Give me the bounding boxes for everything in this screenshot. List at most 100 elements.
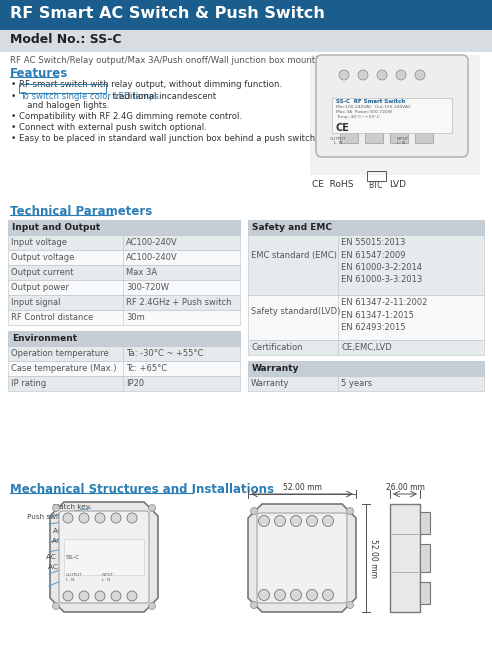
Text: L  N: L N xyxy=(66,578,74,582)
Text: IP20: IP20 xyxy=(126,379,144,388)
Text: Warranty: Warranty xyxy=(251,379,289,388)
Circle shape xyxy=(79,591,89,601)
Text: Certification: Certification xyxy=(251,343,303,352)
Bar xyxy=(248,361,484,376)
Text: 52.00 mm: 52.00 mm xyxy=(282,483,321,492)
Bar xyxy=(0,30,492,52)
Text: BTC: BTC xyxy=(368,181,382,190)
Bar xyxy=(64,539,144,575)
Text: Max 3A: Max 3A xyxy=(126,268,157,277)
Bar xyxy=(8,331,240,346)
Circle shape xyxy=(95,591,105,601)
FancyBboxPatch shape xyxy=(59,511,149,603)
Bar xyxy=(332,98,452,133)
Text: Operation temperature: Operation temperature xyxy=(11,349,109,358)
Text: Ta: -30°C ~ +55°C: Ta: -30°C ~ +55°C xyxy=(126,349,203,358)
Bar xyxy=(8,235,240,250)
Bar xyxy=(248,235,484,295)
Text: OUTPUT: OUTPUT xyxy=(330,137,347,141)
Circle shape xyxy=(290,589,302,601)
Text: Input and Output: Input and Output xyxy=(12,223,100,232)
Text: EN 55015:2013
EN 61547:2009
EN 61000-3-2:2014
EN 61000-3-3:2013: EN 55015:2013 EN 61547:2009 EN 61000-3-2… xyxy=(341,238,422,285)
Text: and halogen lights.: and halogen lights. xyxy=(19,101,109,110)
Text: , traditional incandescent: , traditional incandescent xyxy=(107,92,216,101)
Text: RF smart switch with relay output, without dimming function.: RF smart switch with relay output, witho… xyxy=(19,80,282,89)
FancyBboxPatch shape xyxy=(257,513,347,603)
Bar xyxy=(248,376,484,391)
Circle shape xyxy=(358,70,368,80)
Circle shape xyxy=(377,70,387,80)
Text: L  N: L N xyxy=(397,141,405,145)
Circle shape xyxy=(275,589,285,601)
Text: Warranty: Warranty xyxy=(252,364,300,373)
Bar xyxy=(415,133,433,143)
Text: L  N: L N xyxy=(334,141,342,145)
Text: OUTPUT: OUTPUT xyxy=(66,573,83,577)
Circle shape xyxy=(53,603,60,609)
Text: Safety standard(LVD): Safety standard(LVD) xyxy=(251,307,340,316)
Text: AC100-240V: AC100-240V xyxy=(126,253,178,262)
Text: AC N input: AC N input xyxy=(52,538,90,544)
Bar xyxy=(8,220,240,235)
Text: Max 3A  Power:300-720W: Max 3A Power:300-720W xyxy=(336,110,392,114)
Circle shape xyxy=(95,513,105,523)
Text: Input voltage: Input voltage xyxy=(11,238,67,247)
Text: CE: CE xyxy=(336,123,350,133)
Text: RF Control distance: RF Control distance xyxy=(11,313,93,322)
Text: 26.00 mm: 26.00 mm xyxy=(386,483,425,492)
Circle shape xyxy=(307,516,317,526)
Bar xyxy=(420,544,430,572)
Text: Features: Features xyxy=(10,67,68,80)
Text: Case temperature (Max.): Case temperature (Max.) xyxy=(11,364,117,373)
Text: Safety and EMC: Safety and EMC xyxy=(252,223,332,232)
Text: To switch single color LED lamps: To switch single color LED lamps xyxy=(20,92,159,101)
Text: INPUT: INPUT xyxy=(102,573,114,577)
Circle shape xyxy=(63,513,73,523)
Bar xyxy=(8,346,240,361)
Text: Environment: Environment xyxy=(12,334,77,343)
Text: 52.00 mm: 52.00 mm xyxy=(369,538,378,577)
Text: AC L output: AC L output xyxy=(48,564,90,570)
Bar xyxy=(248,295,484,340)
Circle shape xyxy=(346,601,353,609)
Text: 300-720W: 300-720W xyxy=(126,283,169,292)
Circle shape xyxy=(127,513,137,523)
Text: RF Smart AC Switch & Push Switch: RF Smart AC Switch & Push Switch xyxy=(10,6,325,21)
Text: EMC standard (EMC): EMC standard (EMC) xyxy=(251,251,337,260)
FancyBboxPatch shape xyxy=(316,55,468,157)
Text: Compatibility with RF 2.4G dimming remote control.: Compatibility with RF 2.4G dimming remot… xyxy=(19,112,242,121)
Text: Technical Parameters: Technical Parameters xyxy=(10,205,152,218)
Circle shape xyxy=(346,508,353,514)
Bar xyxy=(8,265,240,280)
Text: Tc: +65°C: Tc: +65°C xyxy=(126,364,167,373)
Text: •: • xyxy=(11,92,16,101)
Circle shape xyxy=(111,513,121,523)
Circle shape xyxy=(258,589,270,601)
Bar xyxy=(310,55,480,175)
Bar xyxy=(365,133,383,143)
Bar xyxy=(0,0,492,30)
Circle shape xyxy=(290,516,302,526)
Circle shape xyxy=(63,591,73,601)
Text: Mechanical Structures and Installations: Mechanical Structures and Installations xyxy=(10,483,274,496)
Polygon shape xyxy=(50,502,158,612)
Text: LVD: LVD xyxy=(389,180,406,189)
Text: Easy to be placed in standard wall junction box behind a push switch.: Easy to be placed in standard wall junct… xyxy=(19,134,318,143)
Text: Output voltage: Output voltage xyxy=(11,253,74,262)
Circle shape xyxy=(258,516,270,526)
Text: 30m: 30m xyxy=(126,313,145,322)
Circle shape xyxy=(415,70,425,80)
Circle shape xyxy=(127,591,137,601)
Bar xyxy=(420,582,430,604)
Circle shape xyxy=(149,603,155,609)
Bar xyxy=(390,133,408,143)
Bar xyxy=(420,512,430,534)
Circle shape xyxy=(53,504,60,512)
Text: Output current: Output current xyxy=(11,268,73,277)
Text: CE  RoHS: CE RoHS xyxy=(312,180,353,189)
Circle shape xyxy=(275,516,285,526)
Circle shape xyxy=(250,508,257,514)
Text: SS-C: SS-C xyxy=(66,555,80,560)
Circle shape xyxy=(149,504,155,512)
Bar xyxy=(367,171,386,181)
